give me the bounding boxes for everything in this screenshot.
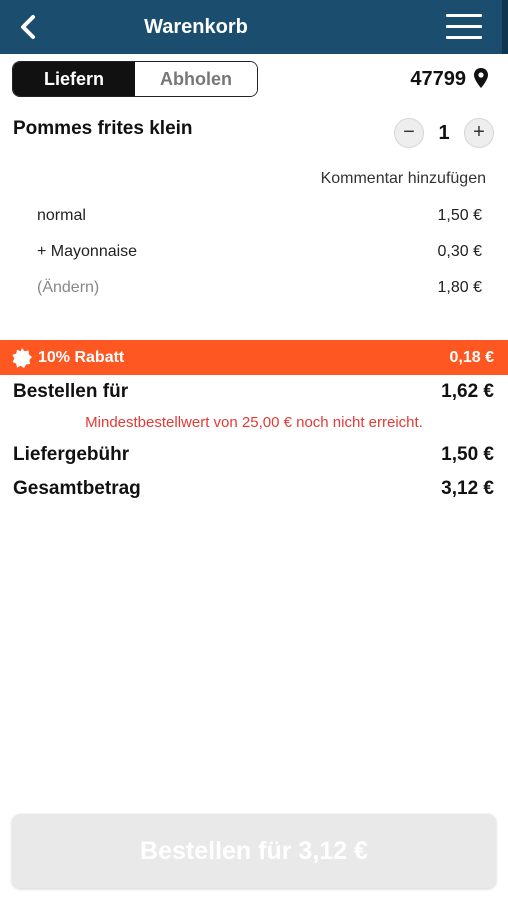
badge-icon: [12, 347, 32, 368]
page-title: Warenkorb: [144, 16, 248, 38]
order-label: Bestellen für: [13, 381, 129, 402]
zip-code: 47799: [410, 68, 466, 90]
option-price: 0,30 €: [437, 243, 482, 260]
option-label: + Mayonnaise: [37, 243, 138, 260]
option-row: (Ändern) 1,80 €: [37, 279, 482, 297]
item-subtotal: 1,80 €: [437, 279, 482, 296]
toggle-pickup[interactable]: Abholen: [135, 62, 257, 96]
header-edge: [502, 0, 508, 54]
discount-amount: 0,18 €: [449, 348, 494, 366]
back-button[interactable]: [14, 12, 42, 42]
discount-bar: 10% Rabatt 0,18 €: [0, 340, 508, 375]
menu-button[interactable]: [446, 14, 482, 40]
quantity-stepper: − 1 +: [394, 118, 494, 148]
chevron-left-icon: [21, 15, 35, 39]
app-header: Warenkorb: [0, 0, 508, 54]
map-pin-icon: [474, 67, 488, 88]
option-label: normal: [37, 207, 86, 224]
location-zip[interactable]: 47799: [410, 63, 488, 95]
option-price: 1,50 €: [437, 207, 482, 224]
option-row: normal 1,50 €: [37, 207, 482, 225]
delivery-fee-row: Liefergebühr 1,50 €: [13, 444, 494, 466]
order-amount: 1,62 €: [441, 381, 494, 402]
place-order-button[interactable]: Bestellen für 3,12 €: [12, 814, 496, 888]
change-options-link[interactable]: (Ändern): [37, 279, 100, 296]
total-label: Gesamtbetrag: [13, 478, 141, 499]
decrement-button[interactable]: −: [394, 118, 424, 148]
increment-button[interactable]: +: [464, 118, 494, 148]
quantity-value: 1: [438, 121, 450, 144]
hamburger-menu-icon: [446, 14, 482, 39]
order-subtotal-row: Bestellen für 1,62 €: [13, 381, 494, 403]
discount-label: 10% Rabatt: [38, 348, 125, 366]
delivery-fee-label: Liefergebühr: [13, 444, 130, 465]
option-row: + Mayonnaise 0,30 €: [37, 243, 482, 261]
cart-item-name: Pommes frites klein: [13, 118, 193, 139]
toggle-deliver[interactable]: Liefern: [13, 62, 135, 96]
add-comment-link[interactable]: Kommentar hinzufügen: [320, 170, 486, 187]
min-order-warning: Mindestbestellwert von 25,00 € noch nich…: [85, 414, 423, 431]
total-row: Gesamtbetrag 3,12 €: [13, 478, 494, 500]
delivery-fee-amount: 1,50 €: [441, 444, 494, 465]
total-amount: 3,12 €: [441, 478, 494, 499]
delivery-mode-toggle: Liefern Abholen: [12, 61, 258, 97]
